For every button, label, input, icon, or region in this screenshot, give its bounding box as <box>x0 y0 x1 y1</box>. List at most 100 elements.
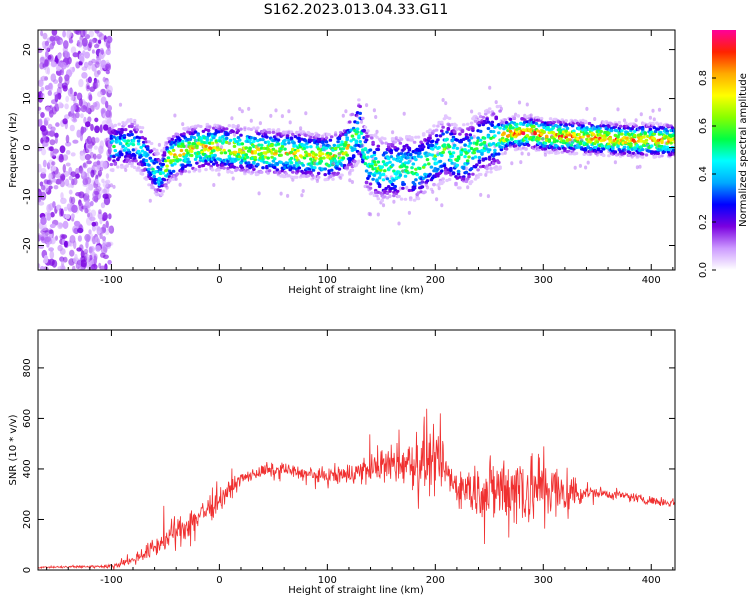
spectrogram-cell <box>635 144 640 148</box>
spectrogram-cell <box>41 148 47 156</box>
spectrogram-cell <box>64 114 70 120</box>
spectrogram-cell <box>40 125 47 132</box>
y-tick-label: -10 <box>22 188 33 204</box>
spectrogram-cell <box>389 151 394 155</box>
spectrogram-cell <box>218 139 222 143</box>
spectrogram-cell <box>288 168 293 172</box>
spectrogram-cell <box>543 144 548 148</box>
spectrogram-cell <box>475 163 479 167</box>
spectrogram-cell <box>310 165 315 170</box>
spectrogram-cell <box>45 106 52 112</box>
spectrogram-cell <box>271 130 276 134</box>
spectrogram-cell <box>469 121 474 125</box>
spectrogram-cell <box>174 177 178 181</box>
spectrogram-cell <box>638 164 642 169</box>
spectrogram-cell <box>587 121 592 126</box>
spectrogram-cell <box>307 152 312 157</box>
spectrogram-cell <box>71 178 75 186</box>
spectrogram-cell <box>467 149 471 153</box>
spectrogram-cell <box>118 102 123 107</box>
spectrogram-cell <box>339 175 343 180</box>
spectrogram-cell <box>239 127 243 131</box>
spectrogram-cell <box>235 168 239 172</box>
spectrogram-cell <box>230 170 234 175</box>
spectrogram-cell <box>522 117 527 122</box>
spectrogram-cell <box>428 172 432 176</box>
spectrogram-cell <box>402 182 407 186</box>
spectrogram-cell <box>76 92 82 101</box>
spectrogram-cell <box>361 116 365 120</box>
spectrogram-cell <box>213 153 217 157</box>
spectrogram-cell <box>412 140 417 144</box>
spectrogram-cell <box>477 155 482 160</box>
spectrogram-cell <box>289 150 294 154</box>
spectrogram-cell <box>226 132 230 136</box>
spectrogram-cell <box>624 121 628 125</box>
spectrogram-cell <box>47 159 55 168</box>
spectrogram-cell <box>240 109 244 114</box>
spectrogram-cell <box>193 167 198 171</box>
spectrogram-cell <box>456 155 461 159</box>
spectrogram-cell <box>616 107 620 112</box>
spectrogram-cell <box>70 112 74 122</box>
spectrogram-cell <box>394 136 398 140</box>
spectrogram-cell <box>395 189 400 193</box>
spectrogram-cell <box>193 157 198 161</box>
spectrogram-cell <box>180 166 185 170</box>
spectrogram-cell <box>90 209 97 217</box>
spectrogram-cell <box>77 235 82 242</box>
spectrogram-cell <box>129 130 133 134</box>
spectrogram-cell <box>48 229 54 235</box>
spectrogram-cell <box>372 160 377 164</box>
spectrogram-cell <box>94 61 100 68</box>
spectrogram-cell <box>630 147 634 151</box>
spectrogram-cell <box>108 213 112 220</box>
spectrogram-cell <box>550 141 554 145</box>
spectrogram-cell <box>199 156 203 160</box>
spectrogram-cell <box>49 146 54 152</box>
spectrogram-cell <box>79 30 86 38</box>
spectrogram-cell <box>399 151 404 155</box>
spectrogram-cell <box>607 131 611 135</box>
spectrogram-cell <box>230 116 234 121</box>
spectrogram-cell <box>204 144 208 148</box>
spectrogram-cell <box>476 168 480 172</box>
spectrogram-cell <box>447 145 452 149</box>
spectrogram-cell <box>249 127 254 131</box>
spectrogram-cell <box>289 130 294 134</box>
spectrogram-cell <box>389 155 394 159</box>
spectrogram-cell <box>383 169 387 173</box>
spectrogram-cell <box>293 135 298 139</box>
spectrogram-cell <box>357 134 361 138</box>
spectrogram-cell <box>105 110 111 118</box>
colorbar-tick-label: 0.4 <box>698 166 709 182</box>
spectrogram-cell <box>389 149 394 153</box>
spectrogram-cell <box>482 136 487 140</box>
spectrogram-cell <box>127 150 132 154</box>
spectrogram-cell <box>498 126 502 130</box>
spectrogram-cell <box>594 145 598 149</box>
spectrogram-cell <box>596 147 601 151</box>
spectrogram-cell <box>418 166 422 171</box>
spectrogram-cell <box>270 155 274 159</box>
spectrogram-cell <box>658 122 663 126</box>
spectrogram-cell <box>252 126 256 130</box>
spectrogram-cell <box>58 155 64 163</box>
spectrogram-cell <box>201 163 206 168</box>
spectrogram-cell <box>59 145 66 154</box>
spectrogram-cell <box>44 179 51 185</box>
spectrogram-cell <box>186 157 190 161</box>
spectrogram-cell <box>627 150 632 155</box>
spectrogram-cell <box>454 181 458 185</box>
spectrogram-cell <box>38 142 41 148</box>
spectrogram-cell <box>267 169 272 173</box>
spectrogram-cell <box>136 166 141 170</box>
spectrogram-cell <box>228 138 233 142</box>
spectrogram-cell <box>171 169 176 173</box>
spectrogram-cell <box>105 179 111 185</box>
spectrogram-cell <box>40 92 45 100</box>
spectrogram-cell <box>441 132 445 136</box>
spectrogram-cell <box>50 73 57 82</box>
spectrogram-cell <box>543 121 548 125</box>
